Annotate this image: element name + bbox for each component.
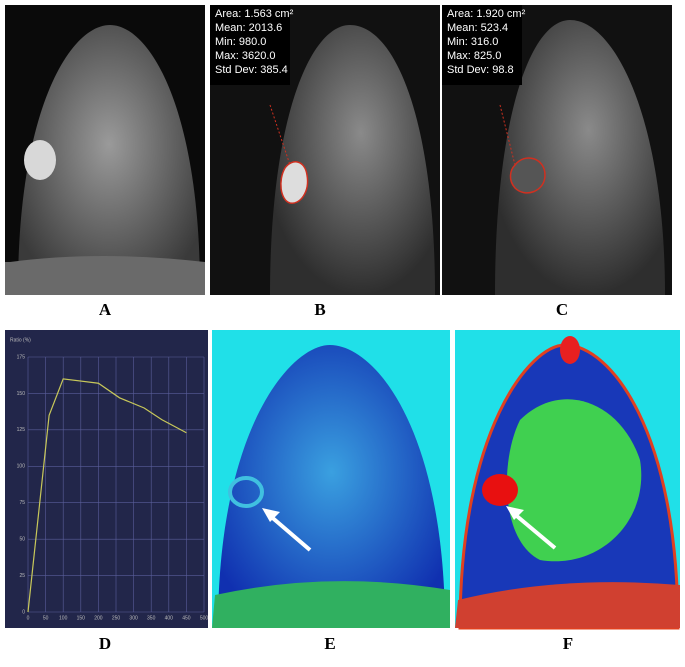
y-axis-label: Ratio (%) xyxy=(10,337,31,343)
measurement: Std Dev: 385.4 xyxy=(215,64,288,76)
panel-e xyxy=(212,330,450,628)
panel-f xyxy=(455,330,680,630)
x-tick-label: 500 xyxy=(200,615,209,621)
x-tick-label: 450 xyxy=(182,615,191,621)
measurement: Mean: 523.4 xyxy=(447,22,508,34)
x-tick-label: 350 xyxy=(147,615,156,621)
panel-c xyxy=(442,5,672,295)
panel-label: A xyxy=(99,300,112,319)
measurement: Min: 980.0 xyxy=(215,36,266,48)
y-tick-label: 175 xyxy=(17,354,26,360)
measurement: Area: 1.563 cm² xyxy=(215,8,294,20)
panel-d xyxy=(5,330,208,628)
y-tick-label: 100 xyxy=(17,464,26,470)
x-tick-label: 150 xyxy=(77,615,86,621)
panel-label: E xyxy=(324,634,335,653)
x-tick-label: 100 xyxy=(59,615,68,621)
y-tick-label: 75 xyxy=(19,500,25,506)
measurement: Min: 316.0 xyxy=(447,36,498,48)
x-tick-label: 50 xyxy=(43,615,49,621)
panel-label: F xyxy=(563,634,573,653)
panel-label: C xyxy=(556,300,568,319)
x-tick-label: 200 xyxy=(94,615,103,621)
panel-a xyxy=(5,5,205,295)
x-tick-label: 0 xyxy=(27,615,30,621)
x-tick-label: 250 xyxy=(112,615,121,621)
curve xyxy=(27,378,187,613)
measurement: Mean: 2013.6 xyxy=(215,22,282,34)
panel-b xyxy=(210,5,440,295)
x-tick-label: 300 xyxy=(129,615,138,621)
panel-label: D xyxy=(99,634,111,653)
measurement: Std Dev: 98.8 xyxy=(447,64,514,76)
panel-label: B xyxy=(314,300,325,319)
y-tick-label: 125 xyxy=(17,427,26,433)
measurement: Max: 825.0 xyxy=(447,50,501,62)
y-tick-label: 25 xyxy=(19,573,25,579)
y-tick-label: 50 xyxy=(19,536,25,542)
measurement: Area: 1.920 cm² xyxy=(447,8,526,20)
x-tick-label: 400 xyxy=(165,615,174,621)
y-tick-label: 150 xyxy=(17,391,26,397)
measurement: Max: 3620.0 xyxy=(215,50,276,62)
y-tick-label: 0 xyxy=(22,609,25,615)
